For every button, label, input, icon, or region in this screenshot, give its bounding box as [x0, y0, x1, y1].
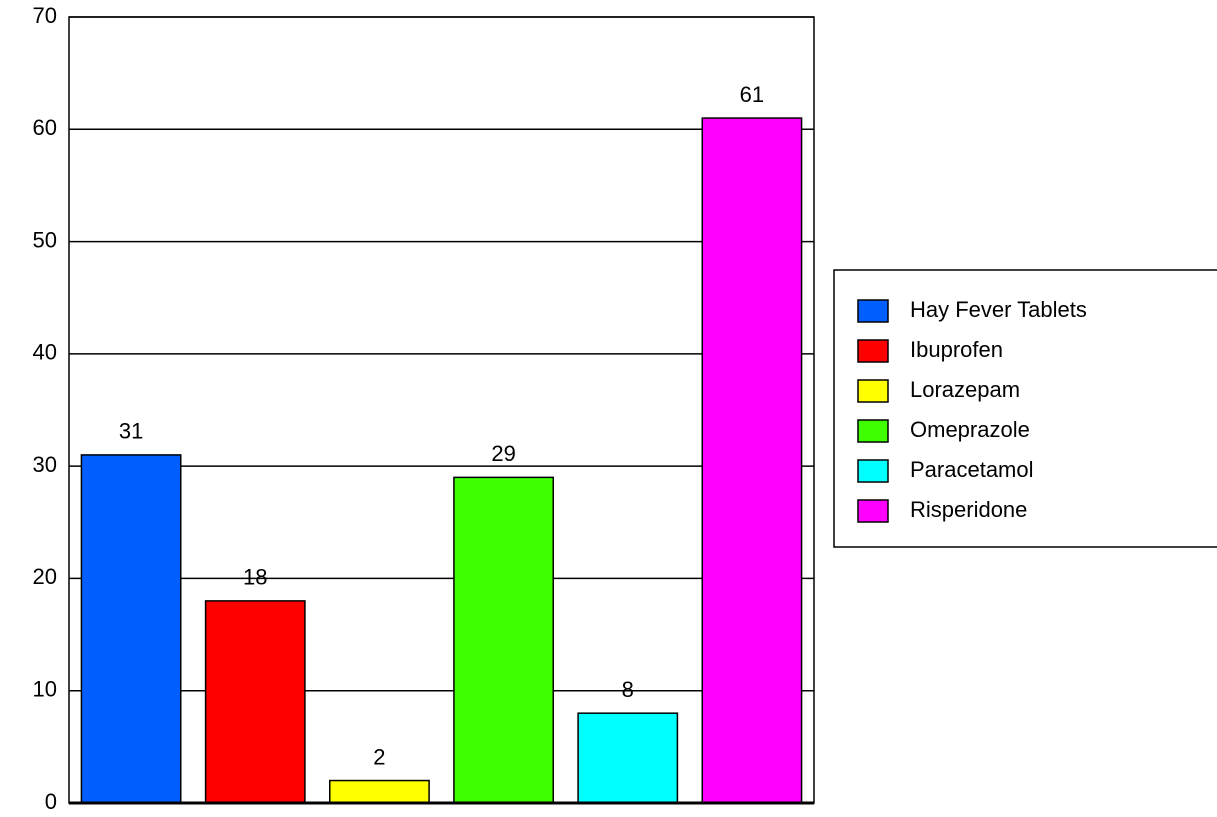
bar: [577, 712, 679, 804]
y-tick-label: 30: [33, 452, 57, 477]
legend-label: Paracetamol: [910, 457, 1034, 482]
legend-swatch: [857, 499, 889, 523]
y-tick-label: 20: [33, 564, 57, 589]
legend-swatch: [857, 379, 889, 403]
y-tick-label: 10: [33, 677, 57, 702]
legend-label: Ibuprofen: [910, 337, 1003, 362]
legend-label: Hay Fever Tablets: [910, 297, 1087, 322]
data-label: 61: [740, 82, 764, 107]
legend-label: Risperidone: [910, 497, 1027, 522]
y-tick-label: 40: [33, 340, 57, 365]
bar: [701, 117, 803, 804]
y-tick-label: 70: [33, 3, 57, 28]
bar: [453, 476, 554, 804]
y-tick-label: 60: [33, 115, 57, 140]
legend-label: Omeprazole: [910, 417, 1030, 442]
legend-box: [833, 269, 1217, 548]
legend-label: Lorazepam: [910, 377, 1020, 402]
bar: [80, 454, 182, 804]
legend-swatch: [857, 419, 889, 443]
legend-swatch: [857, 459, 889, 483]
legend-swatch: [857, 299, 889, 323]
plot-area: [68, 16, 815, 804]
y-tick-label: 0: [45, 789, 57, 814]
legend-swatch: [857, 339, 889, 363]
data-label: 8: [622, 677, 634, 702]
data-label: 2: [373, 744, 385, 769]
data-label: 18: [243, 565, 267, 590]
bar: [329, 779, 430, 804]
bar: [204, 600, 306, 804]
data-label: 29: [491, 441, 515, 466]
data-label: 31: [119, 419, 143, 444]
y-tick-label: 50: [33, 227, 57, 252]
